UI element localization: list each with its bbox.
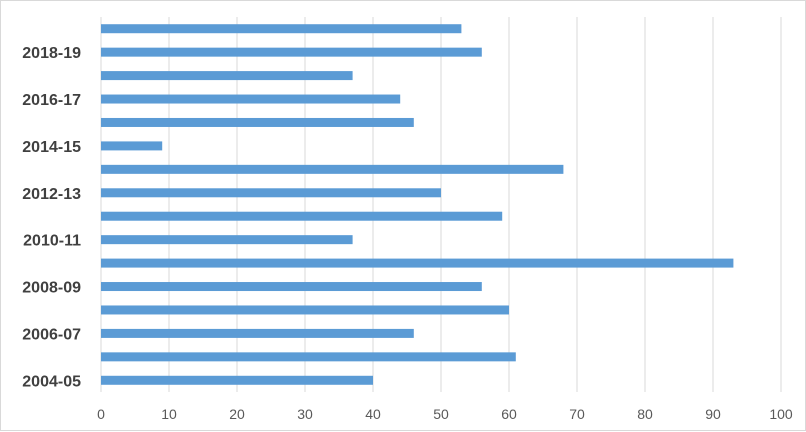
bar-2005-06: [101, 352, 516, 362]
x-tick-label: 20: [229, 406, 245, 422]
bar-2016-17: [101, 94, 401, 104]
bar-2004-05: [101, 375, 373, 385]
bar-2011-12: [101, 211, 503, 221]
bar-2012-13: [101, 188, 441, 198]
x-tick-label: 0: [97, 406, 105, 422]
x-tick-label: 60: [501, 406, 517, 422]
y-tick-label: 2018-19: [22, 45, 81, 62]
bar-2017-18: [101, 71, 353, 81]
bar-2007-08: [101, 305, 509, 315]
x-tick-label: 70: [569, 406, 585, 422]
bar-2010-11: [101, 235, 353, 245]
x-tick-label: 90: [705, 406, 721, 422]
y-tick-label: 2008-09: [22, 280, 81, 297]
bar-2013-14: [101, 164, 564, 174]
bar-2019-20: [101, 24, 462, 34]
x-tick-label: 10: [161, 406, 177, 422]
bar-2006-07: [101, 328, 414, 338]
y-tick-label: 2012-13: [22, 186, 81, 203]
x-tick-label: 40: [365, 406, 381, 422]
bar-2009-10: [101, 258, 734, 268]
bar-2014-15: [101, 141, 163, 151]
bar-2008-09: [101, 282, 482, 292]
y-tick-label: 2016-17: [22, 92, 81, 109]
y-tick-label: 2014-15: [22, 139, 81, 156]
x-tick-label: 50: [433, 406, 449, 422]
y-tick-label: 2004-05: [22, 373, 81, 390]
x-tick-label: 30: [297, 406, 313, 422]
x-tick-label: 80: [637, 406, 653, 422]
y-tick-label: 2006-07: [22, 326, 81, 343]
bar-2015-16: [101, 117, 414, 127]
bar-2018-19: [101, 47, 482, 57]
y-tick-label: 2010-11: [23, 233, 81, 250]
x-tick-label: 100: [769, 406, 793, 422]
